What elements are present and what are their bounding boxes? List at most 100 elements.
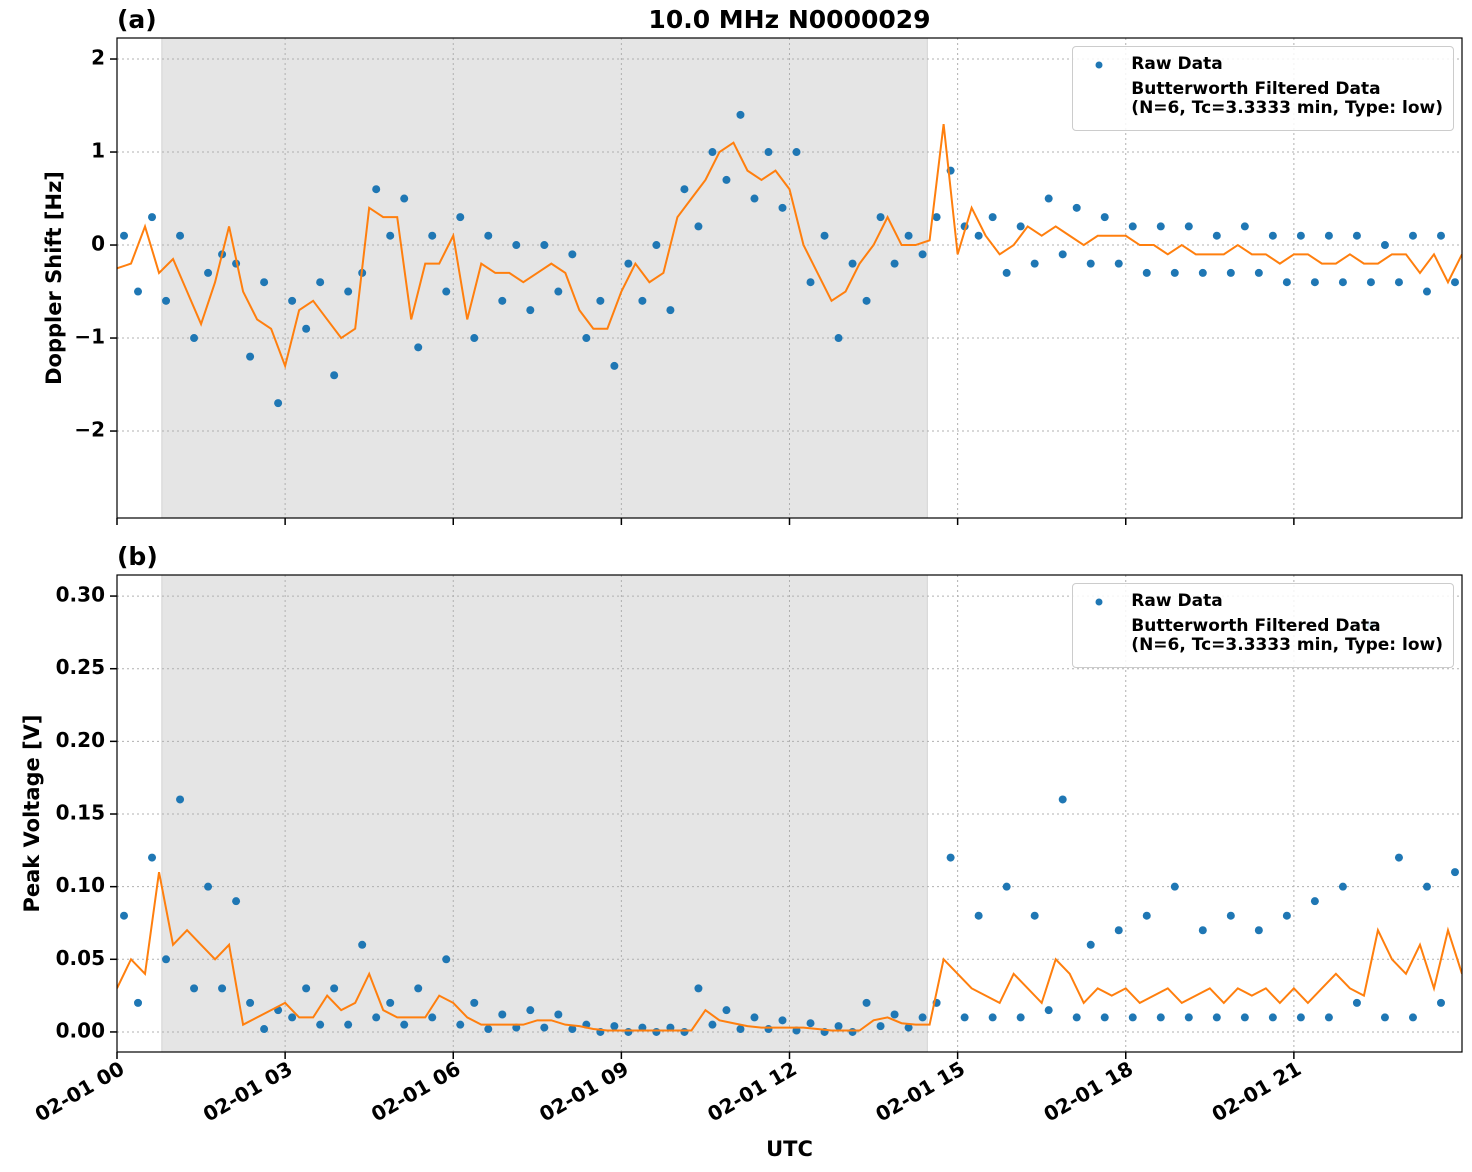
raw-point [1380,1013,1389,1022]
raw-point [190,334,199,343]
raw-point [1450,868,1459,877]
raw-point [554,1010,563,1019]
raw-point [1226,911,1235,920]
raw-point [484,231,493,240]
raw-point [1394,278,1403,287]
raw-point [1184,1013,1193,1022]
x-tick-label: 02-01 12 [703,1056,801,1126]
raw-point [246,352,255,361]
raw-point [1100,213,1109,222]
x-tick-label: 02-01 18 [1039,1056,1137,1126]
legend-item: Butterworth Filtered Data (N=6, Tc=3.333… [1079,617,1443,655]
raw-point [806,278,815,287]
raw-point [1030,911,1039,920]
raw-point [260,278,269,287]
raw-point [1044,194,1053,203]
raw-point [1170,882,1179,891]
raw-point [1394,853,1403,862]
raw-point [624,1027,633,1036]
raw-point [792,148,801,157]
raw-point [1212,1013,1221,1022]
raw-point [1240,222,1249,231]
raw-point [1254,926,1263,935]
raw-point [1142,911,1151,920]
raw-point [610,361,619,370]
raw-point [1002,882,1011,891]
legend-label: Raw Data [1131,591,1223,611]
x-tick-label: 02-01 21 [1208,1056,1306,1126]
raw-point [288,296,297,305]
raw-point [582,334,591,343]
raw-point [764,1025,773,1034]
raw-point [120,911,129,920]
raw-point [1198,268,1207,277]
raw-point [274,399,283,408]
raw-point [428,231,437,240]
raw-point [1436,998,1445,1007]
raw-point [1352,998,1361,1007]
legend-key [1079,617,1119,636]
raw-point [876,1022,885,1031]
raw-point [260,1025,269,1034]
raw-point [442,287,451,296]
raw-point [568,1025,577,1034]
raw-point [204,882,213,891]
raw-point [1072,1013,1081,1022]
raw-point [1114,926,1123,935]
y-tick-label: 0.00 [56,1018,105,1042]
raw-point [400,1020,409,1029]
raw-point [302,324,311,333]
raw-point [456,1020,465,1029]
legend-label: Butterworth Filtered Data (N=6, Tc=3.333… [1131,616,1443,655]
raw-point [834,334,843,343]
raw-point [1226,268,1235,277]
y-tick-label: 0.15 [56,801,105,825]
raw-point [764,148,773,157]
raw-point [1366,278,1375,287]
raw-point [512,241,521,250]
legend-item: Raw Data [1079,592,1443,611]
raw-point [372,1013,381,1022]
raw-point [498,296,507,305]
legend-key [1095,598,1103,606]
raw-point [1086,940,1095,949]
raw-point [750,1013,759,1022]
raw-point [918,250,927,259]
raw-point [176,231,185,240]
legend: Raw Data Butterworth Filtered Data (N=6, … [1072,583,1454,668]
raw-point [1058,250,1067,259]
y-tick-label: 0.30 [56,583,105,607]
raw-point [848,1027,857,1036]
raw-point [148,213,157,222]
y-tick-label: −1 [74,325,105,349]
raw-point [330,371,339,380]
legend: Raw Data Butterworth Filtered Data (N=6, … [1072,46,1454,131]
filtered-line [117,871,1462,1032]
raw-point [526,1006,535,1015]
raw-point [1240,1013,1249,1022]
y-tick-label: 0.10 [56,873,105,897]
raw-point [1282,911,1291,920]
raw-point [890,259,899,268]
raw-point [134,998,143,1007]
raw-point [1408,1013,1417,1022]
raw-point [134,287,143,296]
raw-point [1380,241,1389,250]
raw-point [736,1025,745,1034]
axes-frame [116,37,1463,519]
x-axis-label: UTC [766,1137,813,1161]
raw-point [904,1023,913,1032]
legend-key [1079,80,1119,99]
x-tick-label: 02-01 03 [199,1056,297,1126]
raw-point [1128,222,1137,231]
raw-point [974,231,983,240]
axes-frame [116,574,1463,1053]
raw-point [1310,278,1319,287]
raw-point [890,1010,899,1019]
raw-point [316,1020,325,1029]
raw-point [1296,231,1305,240]
raw-point [414,984,423,993]
raw-point [1422,287,1431,296]
raw-point [456,213,465,222]
legend-item: Butterworth Filtered Data (N=6, Tc=3.333… [1079,80,1443,118]
